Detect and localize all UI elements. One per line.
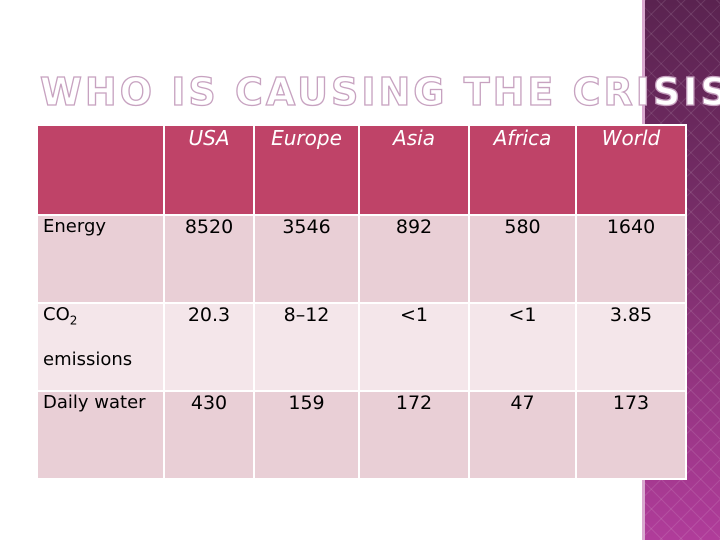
table-cell: 173 [575, 390, 687, 480]
data-table: USA Europe Asia Africa World Energy 8520… [36, 124, 687, 480]
table-cell: <1 [358, 302, 470, 392]
table-cell: 3.85 [575, 302, 687, 392]
table-cell: 892 [358, 214, 470, 304]
row-label-text: CO [43, 304, 70, 325]
header-cell-world: World [575, 124, 687, 216]
row-label-text: Energy [43, 216, 107, 237]
header-cell-africa: Africa [468, 124, 577, 216]
table-cell: 430 [163, 390, 255, 480]
header-cell-asia: Asia [358, 124, 470, 216]
table-cell: 8520 [163, 214, 255, 304]
row-label-continuation: emissions [43, 348, 133, 370]
slide-title: WHO IS CAUSING THE CRISIS [39, 69, 720, 114]
table-cell: 20.3 [163, 302, 255, 392]
table-row-water: Daily water 430 159 172 47 173 [36, 390, 687, 480]
table-row-energy: Energy 8520 3546 892 580 1640 [36, 214, 687, 304]
row-label: Daily water [36, 390, 165, 480]
table-cell: 159 [253, 390, 360, 480]
row-label-text: Daily water [43, 392, 146, 413]
table-cell: 47 [468, 390, 577, 480]
header-cell-europe: Europe [253, 124, 360, 216]
row-label-subscript: 2 [69, 313, 78, 328]
table-cell: 3546 [253, 214, 360, 304]
table-cell: <1 [468, 302, 577, 392]
row-label: Energy [36, 214, 165, 304]
table-cell: 172 [358, 390, 470, 480]
table-cell: 580 [468, 214, 577, 304]
row-label: CO2 emissions [36, 302, 165, 392]
header-cell-usa: USA [163, 124, 255, 216]
header-cell-empty [36, 124, 165, 216]
table-row-co2: CO2 emissions 20.3 8–12 <1 <1 3.85 [36, 302, 687, 392]
table-cell: 8–12 [253, 302, 360, 392]
table-cell: 1640 [575, 214, 687, 304]
table-header-row: USA Europe Asia Africa World [36, 124, 687, 216]
